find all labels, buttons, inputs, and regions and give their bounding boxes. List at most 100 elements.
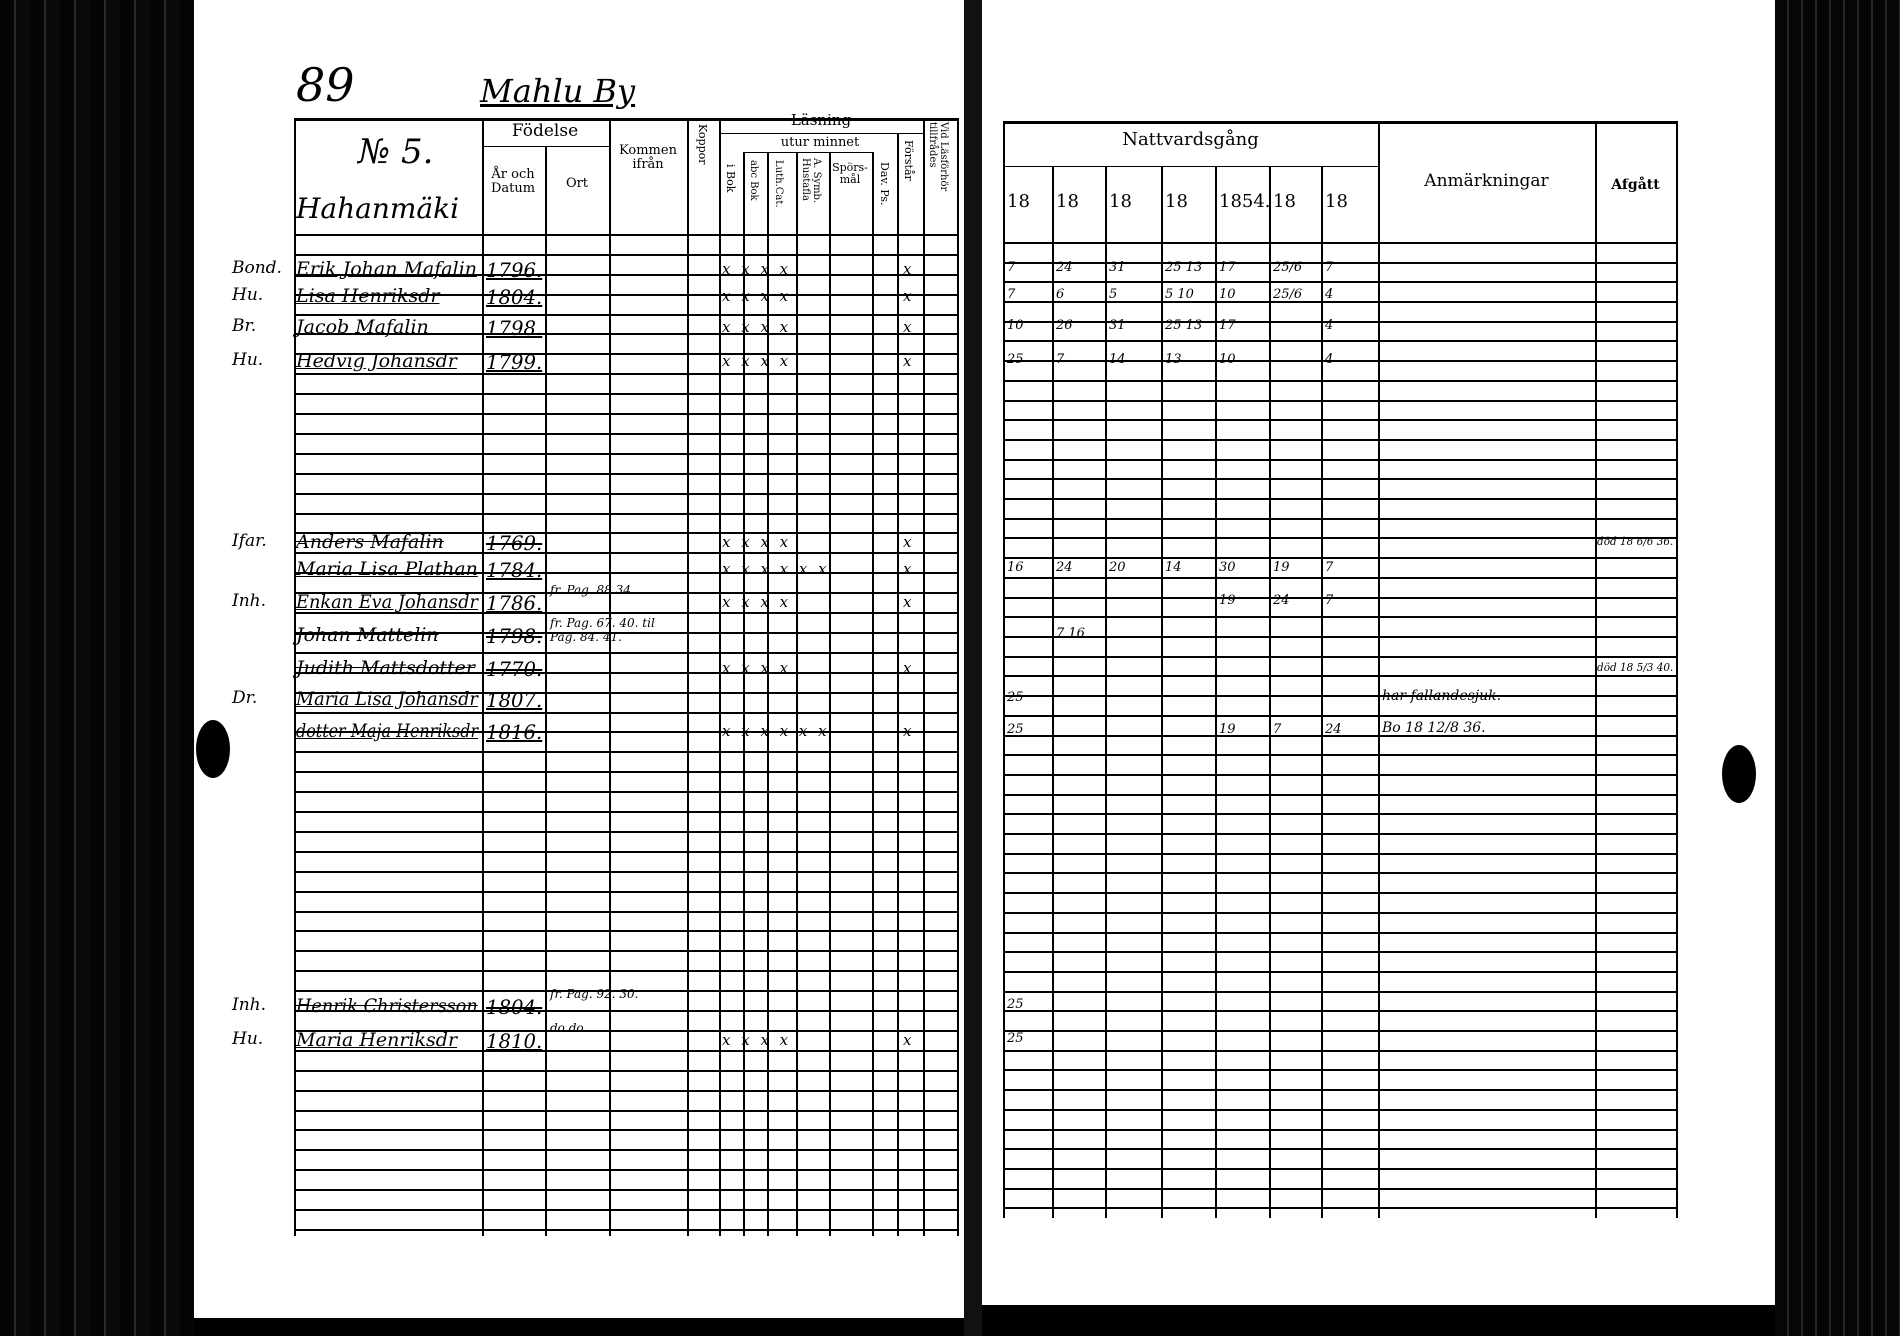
book-gutter	[964, 0, 982, 1336]
right-row-rule	[1003, 380, 1676, 382]
entry-communion-date: 5	[1109, 287, 1118, 302]
left-row-rule	[294, 572, 957, 574]
entry-communion-date: 20	[1109, 560, 1126, 575]
right-row-rule	[1003, 321, 1676, 323]
right-row-rule	[1003, 439, 1676, 441]
scan-border-right	[1775, 0, 1900, 1336]
header-ort: Ort	[565, 176, 589, 191]
entry-prefix: Inh.	[232, 591, 267, 611]
entry-forstar-mark: x	[903, 560, 912, 578]
right-row-rule	[1003, 872, 1676, 874]
right-row-rule	[1003, 360, 1676, 362]
left-row-rule	[294, 1169, 957, 1171]
right-row-rule	[1003, 340, 1676, 342]
left-row-rule	[294, 413, 957, 415]
entry-communion-date: 7	[1325, 260, 1334, 275]
right-column-rule	[1595, 121, 1597, 1218]
left-row-rule	[294, 254, 957, 256]
entry-kommen-ifran: fr. Pag. 88.34.	[550, 583, 635, 597]
entry-name: Anders Mafalin	[296, 531, 444, 553]
right-row-rule	[1003, 912, 1676, 914]
left-column-rule	[767, 152, 769, 1236]
entry-name: Maria Lisa Johansdr	[296, 688, 478, 710]
right-row-rule	[1003, 853, 1676, 855]
entry-forstar-mark: x	[903, 722, 912, 740]
right-row-rule	[1003, 675, 1676, 677]
entry-birth-year: 1804.	[486, 285, 543, 309]
entry-communion-date: 4	[1325, 318, 1334, 333]
entry-name: Erik Johan Mafalin	[296, 258, 478, 280]
right-row-rule	[1003, 281, 1676, 283]
right-row-rule	[1003, 1168, 1676, 1170]
left-row-rule	[294, 513, 957, 515]
right-row-rule	[1003, 1050, 1676, 1052]
right-row-rule	[1003, 932, 1676, 934]
left-row-rule	[294, 552, 957, 554]
left-row-rule	[294, 1229, 957, 1231]
entry-communion-date: 17	[1219, 318, 1236, 333]
header-anmarkningar: Anmärkningar	[1424, 171, 1549, 191]
entry-reading-marks: x x x x	[722, 1031, 792, 1049]
right-row-rule	[1003, 478, 1676, 480]
entry-reading-marks: x x x x	[722, 318, 792, 336]
entry-reading-marks: x x x x	[722, 352, 792, 370]
header-year-1: 18	[1056, 191, 1079, 212]
entry-forstar-mark: x	[903, 593, 912, 611]
entry-birth-year: 1770.	[486, 657, 543, 681]
entry-birth-year: 1804.	[486, 995, 543, 1019]
entry-prefix: Ifar.	[232, 531, 267, 551]
header-ar-och-datum: År och Datum	[490, 167, 536, 197]
entry-reading-marks: x x x x	[722, 260, 792, 278]
entry-communion-date: 14	[1165, 560, 1182, 575]
entry-communion-date: 16	[1007, 560, 1024, 575]
left-row-rule	[294, 950, 957, 952]
entry-communion-date: 13	[1165, 352, 1182, 367]
entry-prefix: Hu.	[232, 350, 264, 370]
header-year-5: 18	[1273, 191, 1296, 212]
entry-communion-date: 25	[1007, 1031, 1024, 1046]
entry-communion-date: 24	[1056, 260, 1073, 275]
entry-communion-date: 24	[1056, 560, 1073, 575]
farm-name: Hahanmäki	[296, 192, 460, 225]
entry-communion-date: 25 13	[1165, 318, 1203, 333]
entry-communion-date: 25 13	[1165, 260, 1203, 275]
left-column-rule	[719, 118, 721, 1236]
left-row-rule	[294, 473, 957, 475]
right-column-rule	[1003, 121, 1005, 1218]
left-row-rule	[294, 274, 957, 276]
left-row-rule	[294, 373, 957, 375]
right-column-rule	[1378, 121, 1380, 1218]
right-row-rule	[1003, 597, 1676, 599]
entry-communion-date: 25/6	[1273, 287, 1303, 302]
entry-remark: Bo 18 12/8 36.	[1382, 720, 1486, 736]
entry-forstar-mark: x	[903, 533, 912, 551]
entry-name: Hedvig Johansdr	[296, 350, 457, 372]
left-row-rule	[294, 393, 957, 395]
right-row-rule	[1003, 498, 1676, 500]
left-column-rule	[743, 152, 745, 1236]
right-column-rule	[1269, 166, 1271, 1218]
right-column-rule	[1215, 166, 1217, 1218]
entry-communion-date: 5 10	[1165, 287, 1194, 302]
entry-birth-year: 1807.	[486, 688, 543, 712]
entry-communion-date: 25	[1007, 352, 1024, 367]
entry-prefix: Bond.	[232, 258, 282, 278]
right-row-rule	[1003, 1129, 1676, 1131]
right-row-rule	[1003, 242, 1676, 244]
left-row-rule	[294, 1090, 957, 1092]
left-row-rule	[294, 970, 957, 972]
entry-communion-date: 25	[1007, 997, 1024, 1012]
left-column-rule	[545, 146, 547, 1236]
entry-communion-date: 7	[1056, 352, 1065, 367]
left-column-rule	[687, 118, 689, 1236]
entry-birth-year: 1816.	[486, 720, 543, 744]
left-row-rule	[294, 632, 957, 634]
left-row-rule	[294, 712, 957, 714]
entry-birth-year: 1796.	[486, 258, 543, 282]
right-row-rule	[1003, 1010, 1676, 1012]
header-year-6: 18	[1325, 191, 1348, 212]
left-row-rule	[294, 493, 957, 495]
header-fodelse: Födelse	[511, 121, 579, 141]
header-i-bok: i Bok	[724, 164, 738, 193]
entry-communion-date: 24	[1273, 593, 1290, 608]
